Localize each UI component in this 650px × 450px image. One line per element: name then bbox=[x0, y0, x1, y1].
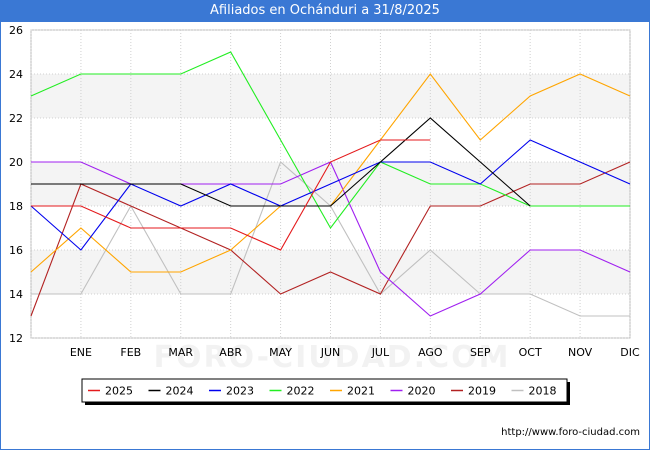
legend-label-2020: 2020 bbox=[408, 385, 436, 398]
watermark: FORO-CIUDAD.COM bbox=[154, 340, 511, 375]
y-tick-label: 18 bbox=[9, 200, 23, 213]
y-axis-ticks: 12 14 16 18 20 22 24 26 bbox=[9, 24, 23, 345]
legend-label-2019: 2019 bbox=[468, 385, 496, 398]
legend-box bbox=[81, 378, 568, 403]
source-url: http://www.foro-ciudad.com bbox=[501, 427, 640, 438]
legend-label-2023: 2023 bbox=[226, 385, 254, 398]
y-tick-label: 20 bbox=[9, 156, 23, 169]
x-tick-label: AGO bbox=[418, 346, 443, 359]
plot-band bbox=[31, 118, 630, 162]
legend: 2025 2024 2023 2022 2021 2020 2019 2018 bbox=[81, 378, 570, 405]
legend-label-2018: 2018 bbox=[529, 385, 557, 398]
legend-label-2025: 2025 bbox=[105, 385, 133, 398]
series-line-2024 bbox=[31, 117, 531, 207]
legend-label-2022: 2022 bbox=[287, 385, 315, 398]
x-tick-label: DIC bbox=[620, 346, 640, 359]
x-tick-label: JUL bbox=[371, 346, 390, 359]
y-tick-label: 14 bbox=[9, 288, 23, 301]
legend-label-2021: 2021 bbox=[347, 385, 375, 398]
y-tick-label: 12 bbox=[9, 332, 23, 345]
x-tick-label: MAY bbox=[269, 346, 292, 359]
series-line-2025 bbox=[31, 139, 431, 251]
x-tick-label: JUN bbox=[320, 346, 341, 359]
x-tick-label: MAR bbox=[168, 346, 193, 359]
y-tick-label: 16 bbox=[9, 244, 23, 257]
x-tick-label: FEB bbox=[120, 346, 141, 359]
series-line-2019 bbox=[30, 161, 631, 317]
x-axis-ticks: ENE FEB MAR ABR MAY JUN JUL AGO SEP OCT NOV DIC bbox=[70, 346, 640, 359]
chart-title: Afiliados en Ochánduri a 31/8/2025 bbox=[0, 0, 650, 22]
x-tick-label: SEP bbox=[470, 346, 491, 359]
x-tick-label: NOV bbox=[568, 346, 593, 359]
y-tick-label: 24 bbox=[9, 68, 23, 81]
x-tick-label: ENE bbox=[70, 346, 92, 359]
x-tick-label: OCT bbox=[519, 346, 542, 359]
y-tick-label: 22 bbox=[9, 112, 23, 125]
y-tick-label: 26 bbox=[9, 24, 23, 37]
series-layer bbox=[30, 51, 631, 317]
legend-label-2024: 2024 bbox=[166, 385, 194, 398]
x-tick-label: ABR bbox=[219, 346, 242, 359]
